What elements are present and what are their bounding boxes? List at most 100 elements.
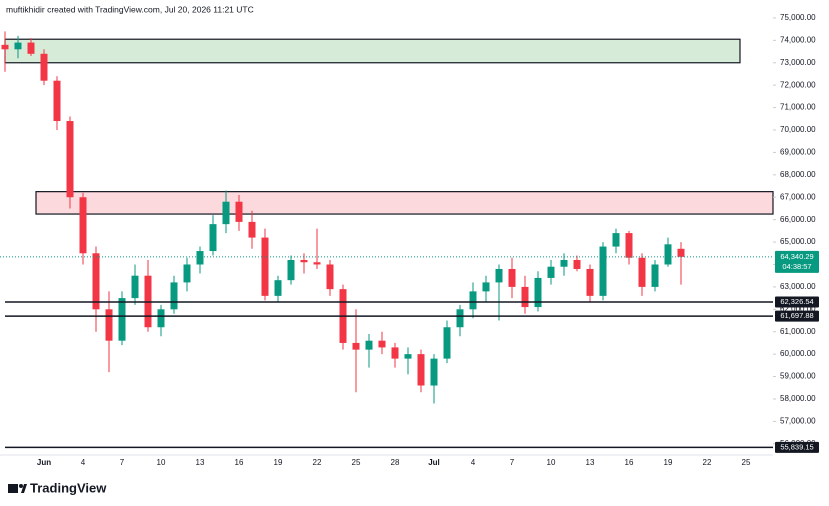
- candle-body: [482, 282, 490, 292]
- x-tick-label: 16: [235, 458, 244, 467]
- zone: [35, 191, 774, 215]
- candle-body: [664, 244, 672, 265]
- y-tick-label: 60,000.00: [780, 349, 816, 358]
- candle-body: [183, 264, 191, 283]
- x-tick-label: 10: [547, 458, 556, 467]
- x-tick-label: Jun: [37, 458, 51, 467]
- header: muftikhidir created with TradingView.com…: [6, 4, 254, 14]
- level-tag: [775, 441, 819, 453]
- candle-body: [469, 291, 477, 310]
- y-tick-label: 72,000.00: [780, 80, 816, 89]
- x-tick-label: 7: [510, 458, 515, 467]
- candle-body: [638, 257, 646, 287]
- candle-body: [196, 251, 204, 265]
- level-label: 55,839.15: [780, 442, 813, 451]
- candle-body: [118, 298, 126, 341]
- candle-body: [1, 44, 9, 50]
- y-tick-label: 58,000.00: [780, 394, 816, 403]
- y-tick-label: 75,000.00: [780, 13, 816, 22]
- candle-body: [66, 121, 74, 198]
- x-tick-label: 4: [471, 458, 476, 467]
- candle-body: [391, 347, 399, 359]
- x-tick-label: 25: [352, 458, 361, 467]
- level-tag: [775, 310, 819, 322]
- candle-body: [313, 262, 321, 265]
- candle-body: [248, 221, 256, 238]
- y-tick-label: 68,000.00: [780, 170, 816, 179]
- candle-body: [274, 280, 282, 296]
- candle-body: [300, 260, 308, 263]
- y-tick-label: 66,000.00: [780, 215, 816, 224]
- candle-body: [456, 309, 464, 328]
- x-tick-label: 28: [391, 458, 400, 467]
- candle-body: [417, 354, 425, 386]
- candle-body: [677, 248, 685, 257]
- candle-body: [27, 42, 35, 54]
- last-price-tag: [775, 250, 819, 273]
- level-label: 61,697.88: [780, 311, 813, 320]
- candle-body: [326, 264, 334, 290]
- candle-body: [430, 358, 438, 386]
- x-tick-label: Jul: [428, 458, 440, 467]
- candle-body: [365, 340, 373, 350]
- x-tick-label: 19: [664, 458, 673, 467]
- y-tick-label: 67,000.00: [780, 192, 816, 201]
- y-tick-label: 61,000.00: [780, 327, 816, 336]
- candle-body: [131, 275, 139, 299]
- candle-body: [352, 342, 360, 350]
- candle-body: [651, 264, 659, 287]
- zone: [4, 38, 741, 64]
- candle-body: [612, 233, 620, 247]
- candle-body: [40, 53, 48, 81]
- candle-body: [560, 260, 568, 267]
- x-tick-label: 7: [120, 458, 125, 467]
- candle-body: [79, 197, 87, 254]
- x-tick-label: 22: [313, 458, 322, 467]
- y-tick-label: 70,000.00: [780, 125, 816, 134]
- candle-body: [287, 260, 295, 281]
- candle-body: [92, 253, 100, 310]
- candle-body: [625, 233, 633, 258]
- candle-body: [547, 266, 555, 278]
- candle-body: [222, 201, 230, 225]
- candle-body: [235, 201, 243, 222]
- candle-body: [599, 246, 607, 296]
- y-tick-label: 63,000.00: [780, 282, 816, 291]
- level-label: 62,326.54: [780, 297, 813, 306]
- x-tick-label: 19: [274, 458, 283, 467]
- last-price-label: 64,340.29: [780, 252, 813, 261]
- candle-body: [495, 268, 503, 283]
- candle-body: [508, 268, 516, 287]
- y-tick-label: 71,000.00: [780, 103, 816, 112]
- countdown: 04:38:57: [782, 262, 811, 271]
- candle-body: [209, 224, 217, 252]
- x-tick-label: 4: [81, 458, 86, 467]
- y-tick-label: 57,000.00: [780, 416, 816, 425]
- y-tick-label: 62,000.00: [780, 304, 816, 313]
- y-tick-label: 73,000.00: [780, 58, 816, 67]
- candle-body: [586, 268, 594, 296]
- candle-body: [14, 42, 22, 50]
- y-tick-label: 74,000.00: [780, 35, 816, 44]
- x-tick-label: 16: [625, 458, 634, 467]
- x-tick-label: 13: [196, 458, 205, 467]
- y-tick-label: 59,000.00: [780, 372, 816, 381]
- candle-body: [404, 354, 412, 359]
- candle-body: [105, 309, 113, 341]
- logo: [8, 484, 27, 493]
- candle-body: [157, 309, 165, 328]
- level-tag: [775, 296, 819, 308]
- y-tick-label: 65,000.00: [780, 237, 816, 246]
- candle-body: [53, 80, 61, 122]
- candle-body: [443, 327, 451, 359]
- x-tick-label: 22: [703, 458, 712, 467]
- candle-body: [378, 340, 386, 348]
- candle-body: [261, 237, 269, 296]
- candle-body: [573, 260, 581, 269]
- candle-body: [534, 277, 542, 308]
- y-tick-label: 69,000.00: [780, 148, 816, 157]
- footer-logo-text: TradingView: [30, 480, 107, 495]
- x-tick-label: 25: [742, 458, 751, 467]
- candle-body: [521, 286, 529, 308]
